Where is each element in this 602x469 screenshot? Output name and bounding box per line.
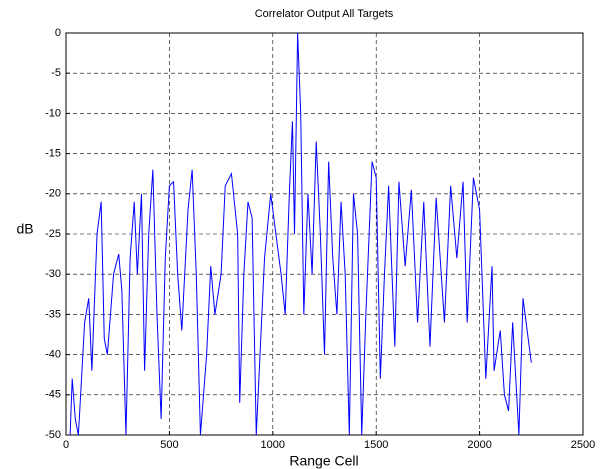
y-tick-label: -40	[45, 349, 61, 361]
x-tick-label: 1500	[364, 439, 388, 451]
y-tick-label: -10	[45, 107, 61, 119]
y-tick-label: -50	[45, 429, 61, 441]
y-tick-label: -20	[45, 188, 61, 200]
chart-title: Correlator Output All Targets	[255, 8, 394, 20]
y-axis-label: dB	[16, 221, 33, 237]
plot-frame	[65, 32, 584, 436]
y-tick-label: -5	[51, 67, 61, 79]
y-tick-label: -35	[45, 308, 61, 320]
y-tick-label: -15	[45, 148, 61, 160]
y-tick-label: -30	[45, 268, 61, 280]
y-tick-label: -25	[45, 228, 61, 240]
y-tick-label: -45	[45, 389, 61, 401]
y-tick-label: 0	[55, 27, 61, 39]
x-tick-label: 2000	[467, 439, 491, 451]
x-tick-label: 2500	[571, 439, 595, 451]
x-axis-label: Range Cell	[289, 453, 358, 469]
x-tick-label: 500	[160, 439, 178, 451]
x-tick-label: 1000	[261, 439, 285, 451]
x-tick-label: 0	[63, 439, 69, 451]
data-line	[69, 32, 532, 436]
